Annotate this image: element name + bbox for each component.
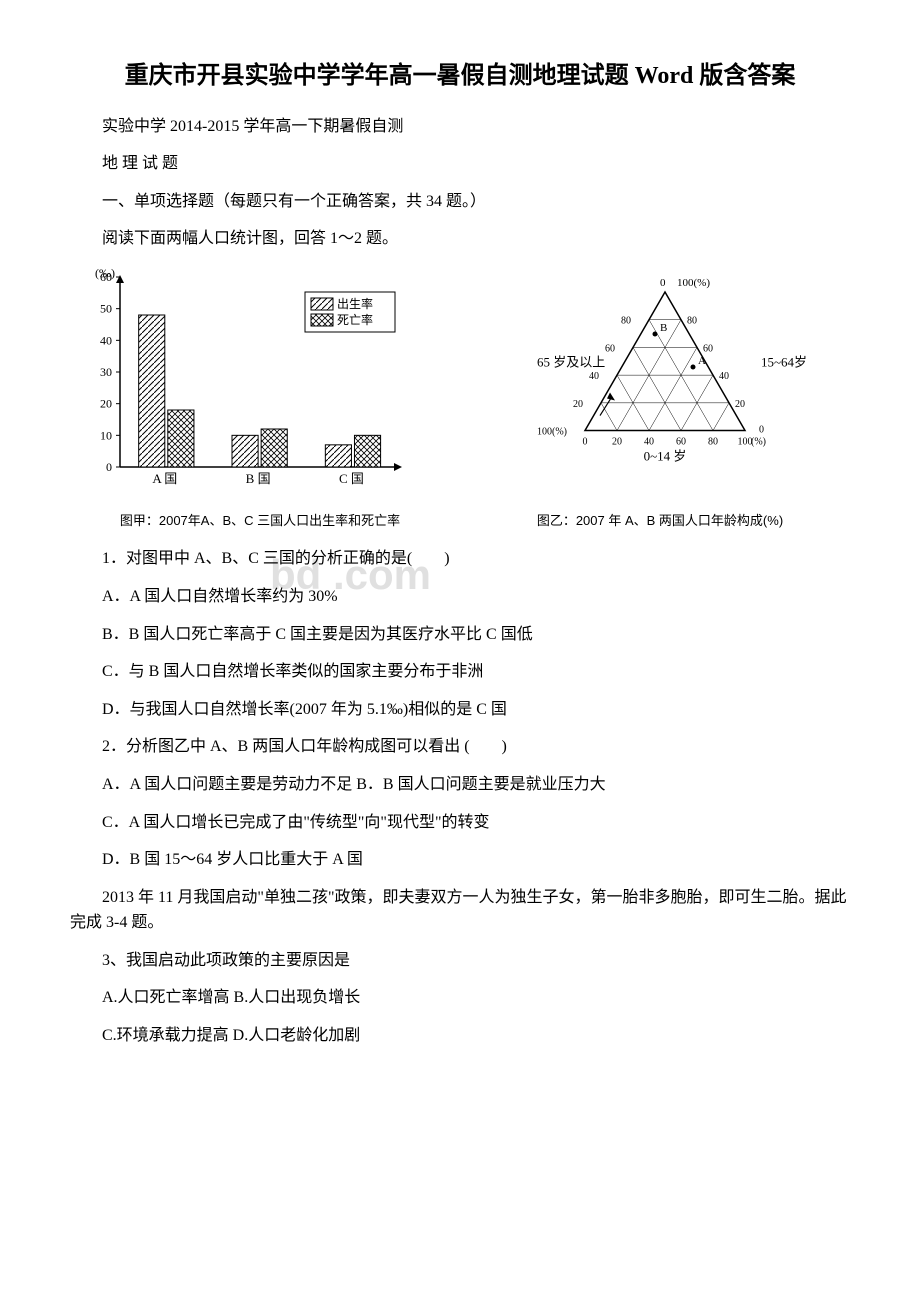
question-1-option-c: C．与 B 国人口自然增长率类似的国家主要分布于非洲 xyxy=(70,659,850,685)
svg-text:40: 40 xyxy=(589,371,599,382)
ternary-chart-container: 0100(%)20406080100(%)8060402002040608010… xyxy=(470,267,850,531)
question-1-option-b: B．B 国人口死亡率高于 C 国主要是因为其医疗水平比 C 国低 xyxy=(70,622,850,648)
svg-text:出生率: 出生率 xyxy=(337,296,373,311)
question-2-option-ab: A．A 国人口问题主要是劳动力不足 B．B 国人口问题主要是就业压力大 xyxy=(70,772,850,798)
svg-text:40: 40 xyxy=(100,333,112,347)
question-3-option-cd: C.环境承载力提高 D.人口老龄化加剧 xyxy=(70,1023,850,1049)
svg-text:B: B xyxy=(660,322,667,334)
svg-text:(‰): (‰) xyxy=(95,267,115,280)
svg-text:B 国: B 国 xyxy=(246,471,271,486)
svg-text:(%): (%) xyxy=(751,437,766,448)
intro-text-1: 阅读下面两幅人口统计图，回答 1～2 题。 xyxy=(70,226,850,252)
question-2-stem: 2．分析图乙中 A、B 两国人口年龄构成图可以看出 ( ) xyxy=(70,734,850,760)
svg-text:80: 80 xyxy=(708,437,718,448)
svg-text:40: 40 xyxy=(644,437,654,448)
ternary-chart: 0100(%)20406080100(%)8060402002040608010… xyxy=(470,267,850,497)
document-title: 重庆市开县实验中学学年高一暑假自测地理试题 Word 版含答案 xyxy=(70,60,850,94)
svg-text:100(%): 100(%) xyxy=(537,427,567,438)
svg-text:60: 60 xyxy=(605,343,615,354)
svg-text:80: 80 xyxy=(621,316,631,327)
svg-text:0: 0 xyxy=(583,437,588,448)
question-3-stem: 3、我国启动此项政策的主要原因是 xyxy=(70,948,850,974)
svg-text:0~14 岁: 0~14 岁 xyxy=(644,449,687,464)
bar-chart-container: 0102030405060(‰)A 国B 国C 国出生率死亡率 图甲：2007年… xyxy=(70,267,450,531)
subtitle-line-1: 实验中学 2014-2015 学年高一下期暑假自测 xyxy=(70,114,850,140)
svg-text:A 国: A 国 xyxy=(152,471,177,486)
svg-text:60: 60 xyxy=(703,343,713,354)
charts-container: 0 10 20 30 40 50 60 (‰) A 国 B 国 C 国 出生率死亡率 图甲：2007年… xyxy=(70,267,850,531)
svg-text:50: 50 xyxy=(100,302,112,316)
svg-text:0: 0 xyxy=(660,277,666,289)
ternary-chart-caption: 图乙：2007 年 A、B 两国人口年龄构成(%) xyxy=(470,511,850,532)
svg-text:死亡率: 死亡率 xyxy=(337,312,373,327)
svg-text:65 岁及以上: 65 岁及以上 xyxy=(537,354,605,369)
question-1-option-d: D．与我国人口自然增长率(2007 年为 5.1‰)相似的是 C 国 xyxy=(70,697,850,723)
question-2-option-d: D．B 国 15～64 岁人口比重大于 A 国 xyxy=(70,847,850,873)
svg-text:10: 10 xyxy=(100,428,112,442)
svg-text:20: 20 xyxy=(573,399,583,410)
svg-text:C 国: C 国 xyxy=(339,471,364,486)
svg-text:60: 60 xyxy=(676,437,686,448)
svg-text:30: 30 xyxy=(100,365,112,379)
intro-text-2: 2013 年 11 月我国启动"单独二孩"政策，即夫妻双方一人为独生子女，第一胎… xyxy=(70,885,850,936)
bar-chart: 0102030405060(‰)A 国B 国C 国出生率死亡率 xyxy=(70,267,410,497)
svg-text:20: 20 xyxy=(100,397,112,411)
subtitle-line-2: 地 理 试 题 xyxy=(70,151,850,177)
svg-text:0: 0 xyxy=(759,425,764,436)
svg-text:15~64岁: 15~64岁 xyxy=(761,354,807,369)
question-2-option-c: C．A 国人口增长已完成了由"传统型"向"现代型"的转变 xyxy=(70,810,850,836)
bar-chart-caption: 图甲：2007年A、B、C 三国人口出生率和死亡率 xyxy=(70,511,450,532)
section-heading: 一、单项选择题（每题只有一个正确答案，共 34 题。） xyxy=(70,189,850,215)
svg-text:80: 80 xyxy=(687,316,697,327)
svg-text:20: 20 xyxy=(612,437,622,448)
svg-text:100(%): 100(%) xyxy=(677,277,710,289)
question-1-option-a: A．A 国人口自然增长率约为 30% xyxy=(70,584,850,610)
svg-text:A: A xyxy=(698,355,706,367)
svg-text:0: 0 xyxy=(106,460,112,474)
svg-text:20: 20 xyxy=(735,399,745,410)
svg-text:40: 40 xyxy=(719,371,729,382)
question-1-stem: 1．对图甲中 A、B、C 三国的分析正确的是( ) xyxy=(70,546,850,572)
question-3-option-ab: A.人口死亡率增高 B.人口出现负增长 xyxy=(70,985,850,1011)
